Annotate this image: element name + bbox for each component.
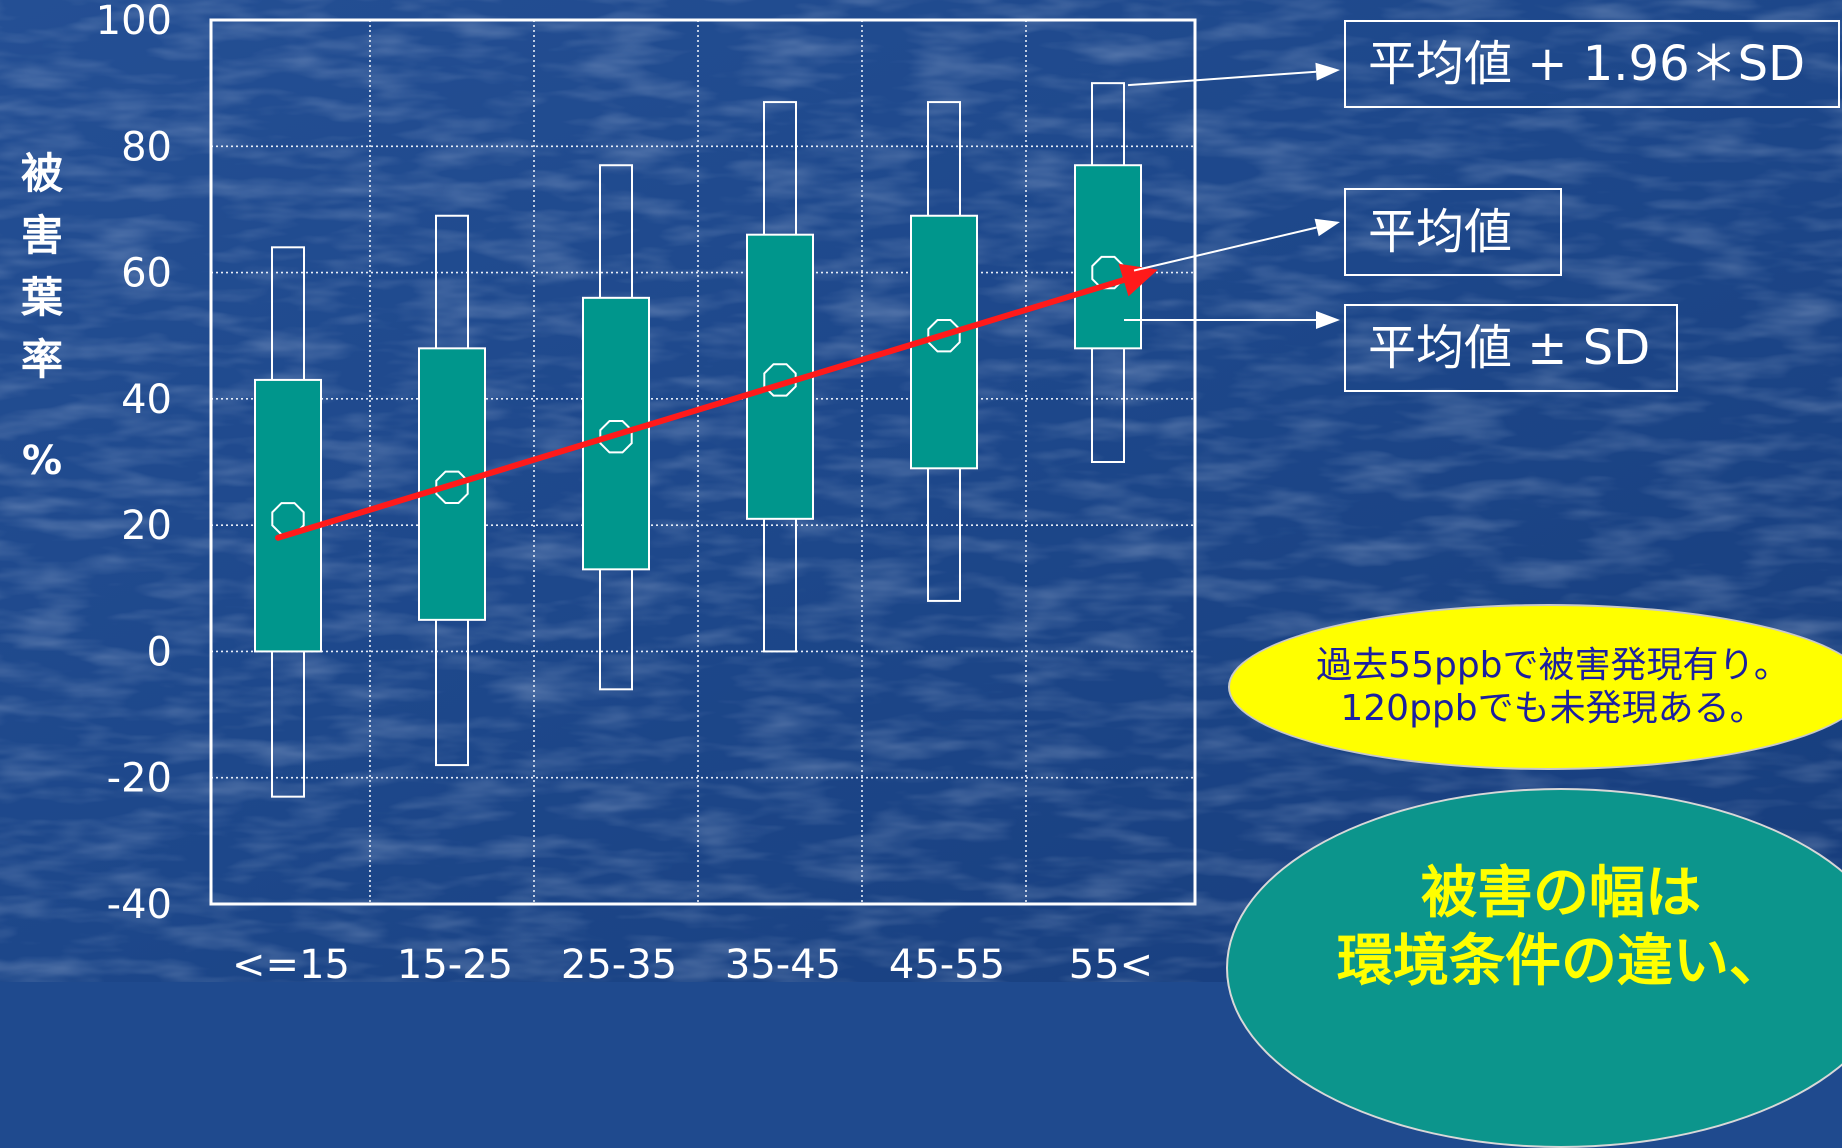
trend-line bbox=[275, 277, 1127, 541]
callout-mean: 平均値 bbox=[1344, 188, 1562, 276]
callout-sd-text: 平均値 ± SD bbox=[1368, 320, 1651, 376]
x-tick-label: 55< bbox=[1069, 942, 1153, 982]
pointer-ci-head bbox=[1315, 62, 1340, 81]
y-axis-label-char: 率 bbox=[21, 335, 63, 384]
y-tick-label: 80 bbox=[121, 124, 172, 170]
pointer-ci-line bbox=[1127, 70, 1317, 87]
callout-mean-sd: 平均値 ± SD bbox=[1344, 304, 1678, 392]
y-axis-label-char: 害 bbox=[21, 211, 63, 260]
y-tick-labels: 100 80 60 40 20 0 -20 -40 bbox=[96, 0, 172, 928]
x-tick-label: 15-25 bbox=[397, 942, 513, 982]
x-tick-labels: <=15 15-25 25-35 35-45 45-55 55< bbox=[232, 942, 1153, 982]
box-45-55 bbox=[910, 101, 978, 602]
box-range-sd bbox=[582, 296, 650, 571]
y-tick-label: 40 bbox=[121, 377, 172, 423]
box-25-35 bbox=[582, 164, 650, 691]
y-tick-label: -20 bbox=[107, 756, 172, 802]
pointer-sd-head bbox=[1316, 311, 1340, 329]
textured-background bbox=[0, 0, 1842, 982]
y-axis-unit: % bbox=[22, 438, 62, 484]
plot-frame bbox=[209, 18, 1197, 906]
callout-mean-plus-1-96-sd: 平均値 + 1.96＊SD bbox=[1344, 20, 1840, 108]
box-series bbox=[254, 82, 1142, 798]
x-tick-label: 25-35 bbox=[561, 942, 677, 982]
conclusion-line-1: 被害の幅は bbox=[1421, 861, 1701, 926]
y-tick-label: 60 bbox=[121, 251, 172, 297]
pointer-mean-line bbox=[1133, 226, 1317, 272]
trend-arrow bbox=[275, 263, 1158, 541]
y-axis-label-char: 葉 bbox=[20, 273, 64, 322]
box-plot-chart: 100 80 60 40 20 0 -20 -40 <=15 15-25 25-35 35-45 45… bbox=[20, 0, 1340, 982]
x-tick-label: 35-45 bbox=[725, 942, 841, 982]
pointer-mean-head bbox=[1314, 218, 1340, 237]
x-tick-label: <=15 bbox=[232, 942, 350, 982]
callout-ci-text: 平均値 + 1.96＊SD bbox=[1368, 36, 1806, 92]
y-tick-label: -40 bbox=[107, 882, 172, 928]
box-55< bbox=[1074, 82, 1142, 464]
note-line-2: 120ppbでも未発現ある。 bbox=[1340, 688, 1766, 729]
observation-note: 過去55ppbで被害発現有り。 120ppbでも未発現ある。 bbox=[1228, 604, 1842, 770]
conclusion-line-2: 環境条件の違い、 bbox=[1337, 929, 1785, 995]
y-tick-label: 0 bbox=[147, 629, 172, 675]
y-tick-label: 100 bbox=[96, 0, 172, 44]
y-axis-label-char: 被 bbox=[21, 149, 63, 198]
legend-pointers bbox=[1124, 62, 1340, 329]
y-tick-label: 20 bbox=[121, 503, 172, 549]
note-line-1: 過去55ppbで被害発現有り。 bbox=[1316, 644, 1790, 686]
x-tick-label: 45-55 bbox=[889, 942, 1005, 982]
trend-arrowhead bbox=[1118, 263, 1158, 297]
box-<=15 bbox=[254, 246, 322, 798]
callout-mean-text: 平均値 bbox=[1368, 204, 1513, 260]
chart-grid bbox=[211, 20, 1195, 904]
